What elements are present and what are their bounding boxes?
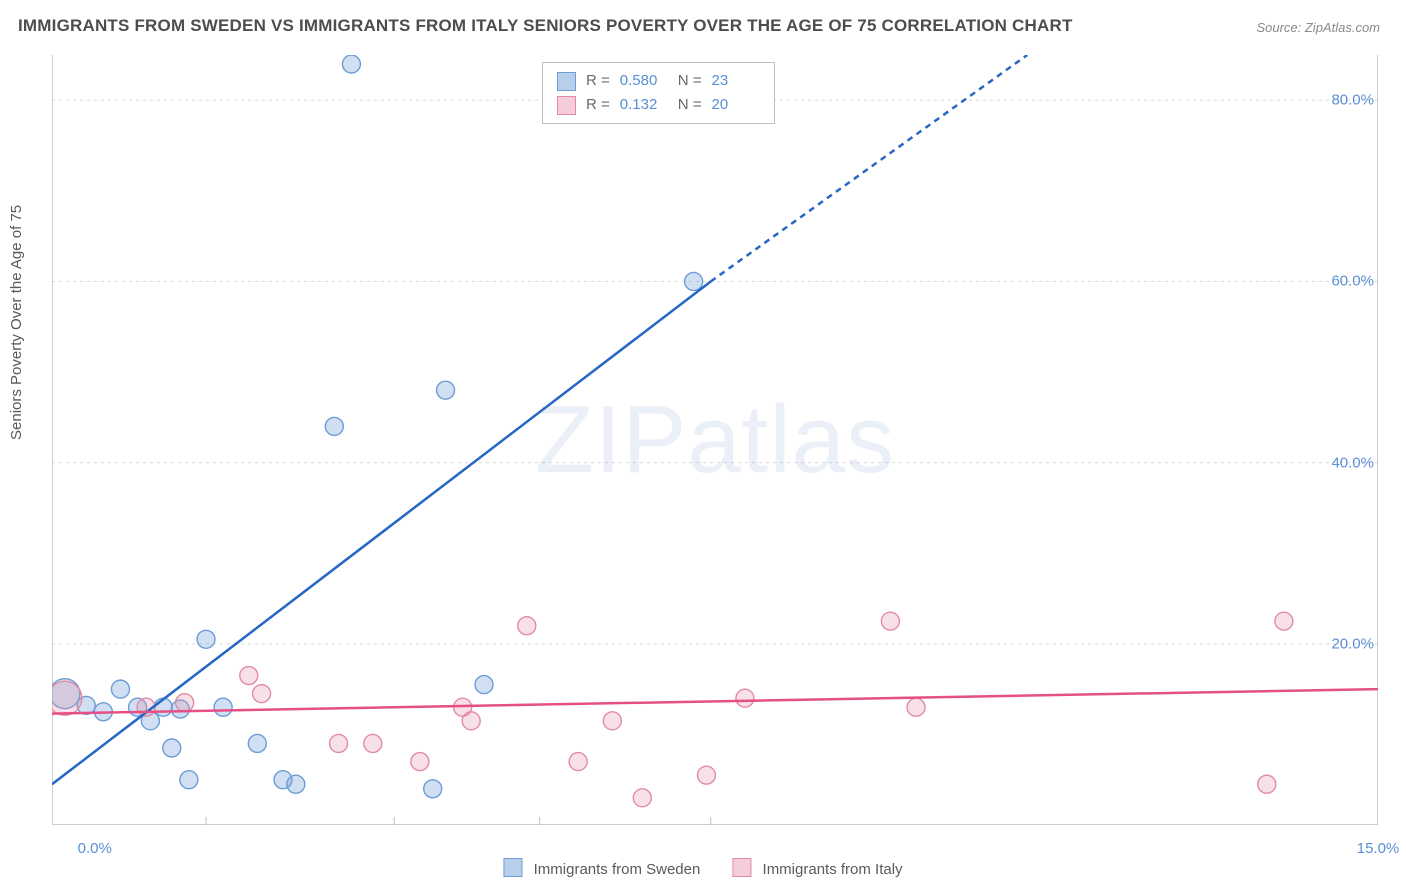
plot-area: ZIPatlas 20.0%40.0%60.0%80.0% 0.0%15.0% … (52, 55, 1378, 825)
stats-swatch (557, 96, 576, 115)
y-tick: 20.0% (1331, 635, 1374, 652)
legend-swatch-italy (732, 858, 751, 877)
y-tick: 40.0% (1331, 454, 1374, 471)
y-tick: 80.0% (1331, 92, 1374, 109)
stats-n-value: 20 (712, 93, 760, 117)
stats-row: R = 0.580 N = 23 (557, 69, 760, 93)
x-tick: 0.0% (78, 840, 112, 857)
legend-label-italy: Immigrants from Italy (763, 861, 903, 878)
legend-label-sweden: Immigrants from Sweden (534, 861, 701, 878)
stats-row: R = 0.132 N = 20 (557, 93, 760, 117)
legend-item-italy: Immigrants from Italy (732, 858, 902, 878)
chart-title: IMMIGRANTS FROM SWEDEN VS IMMIGRANTS FRO… (18, 16, 1073, 36)
scatter-chart (52, 55, 1378, 825)
stats-n-label: N = (678, 69, 702, 93)
source-label: Source: ZipAtlas.com (1256, 20, 1380, 35)
bottom-legend: Immigrants from Sweden Immigrants from I… (503, 858, 902, 878)
stats-n-label: N = (678, 93, 702, 117)
x-tick: 15.0% (1357, 840, 1400, 857)
stats-n-value: 23 (712, 69, 760, 93)
stats-r-value: 0.132 (620, 93, 668, 117)
stats-r-label: R = (586, 69, 610, 93)
y-axis-label: Seniors Poverty Over the Age of 75 (8, 205, 25, 440)
stats-r-label: R = (586, 93, 610, 117)
stats-swatch (557, 72, 576, 91)
y-tick: 60.0% (1331, 273, 1374, 290)
legend-item-sweden: Immigrants from Sweden (503, 858, 700, 878)
stats-legend-box: R = 0.580 N = 23 R = 0.132 N = 20 (542, 62, 775, 124)
legend-swatch-sweden (503, 858, 522, 877)
stats-r-value: 0.580 (620, 69, 668, 93)
